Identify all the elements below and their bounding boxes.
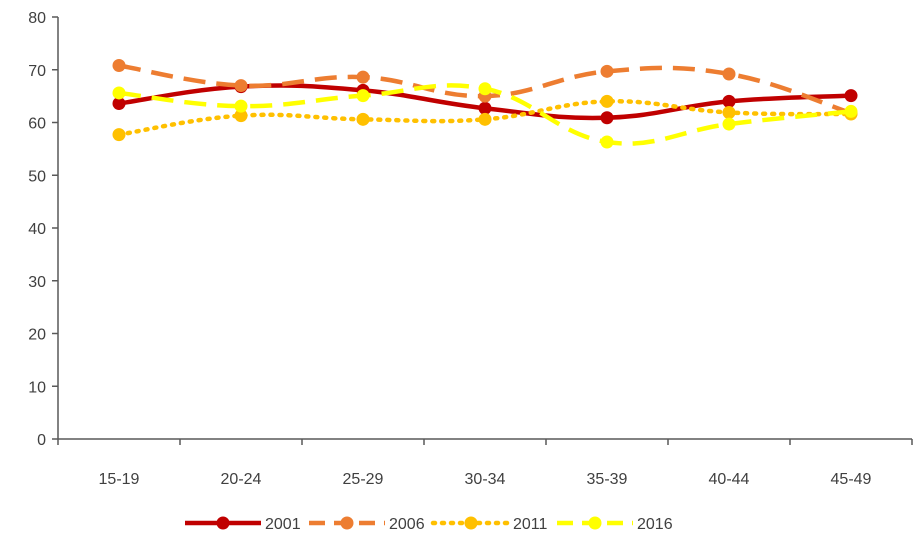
y-axis: 0 10 20 30 40 50 60 70 80 [28, 10, 59, 449]
data-point [234, 79, 248, 93]
legend-marker [340, 516, 354, 530]
y-tick-label: 80 [28, 10, 46, 27]
data-point [478, 101, 492, 115]
data-point [722, 94, 736, 108]
y-tick-label: 70 [28, 63, 46, 80]
legend-marker [588, 516, 602, 530]
y-tick-label: 60 [28, 116, 46, 133]
x-tick-label: 30-34 [465, 471, 506, 488]
data-point [600, 111, 614, 125]
data-point [600, 64, 614, 78]
data-point [722, 105, 736, 119]
data-point [844, 104, 858, 118]
series-lines [112, 59, 858, 149]
data-point [722, 117, 736, 131]
series-2016 [112, 82, 858, 149]
data-point [234, 99, 248, 113]
x-tick-label: 25-29 [343, 471, 384, 488]
legend-label: 2011 [513, 516, 548, 533]
legend-label: 2006 [389, 516, 425, 533]
y-tick-label: 20 [28, 327, 46, 344]
data-point [356, 70, 370, 84]
legend-label: 2001 [265, 516, 301, 533]
x-tick-label: 45-49 [831, 471, 872, 488]
x-tick-label: 15-19 [99, 471, 140, 488]
legend-label: 2016 [637, 516, 673, 533]
data-point [478, 82, 492, 96]
data-point [600, 94, 614, 108]
y-tick-label: 30 [28, 274, 46, 291]
y-tick-label: 0 [37, 432, 46, 449]
data-point [112, 59, 126, 73]
legend-item-2006: 2006 [309, 516, 425, 533]
data-point [112, 128, 126, 142]
data-point [600, 135, 614, 149]
legend-marker [464, 516, 478, 530]
series-2011 [112, 94, 858, 142]
data-point [356, 89, 370, 103]
y-tick-label: 10 [28, 379, 46, 396]
x-tick-label: 20-24 [221, 471, 262, 488]
data-point [356, 112, 370, 126]
y-tick-label: 50 [28, 168, 46, 185]
data-point [112, 97, 126, 111]
legend: 2001 2006 2011 2016 [185, 516, 673, 533]
legend-item-2016: 2016 [557, 516, 673, 533]
data-point [722, 67, 736, 81]
data-point [844, 89, 858, 103]
legend-item-2001: 2001 [185, 516, 301, 533]
data-point [478, 112, 492, 126]
data-point [112, 86, 126, 100]
y-tick-label: 40 [28, 221, 46, 238]
legend-item-2011: 2011 [430, 516, 548, 533]
legend-marker [216, 516, 230, 530]
x-axis: 15-19 20-24 25-29 30-34 35-39 40-44 45-49 [57, 438, 913, 488]
x-tick-label: 35-39 [587, 471, 628, 488]
data-point [234, 109, 248, 123]
x-tick-label: 40-44 [709, 471, 750, 488]
